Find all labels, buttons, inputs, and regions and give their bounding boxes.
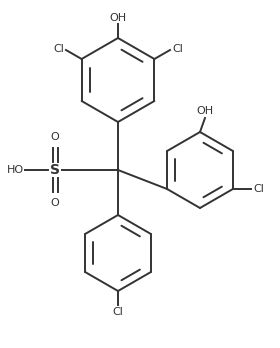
Text: S: S [50,163,60,177]
Text: Cl: Cl [53,44,64,54]
Text: O: O [51,132,59,142]
Text: OH: OH [197,106,214,116]
Text: HO: HO [7,165,24,175]
Text: OH: OH [109,13,127,23]
Text: Cl: Cl [113,307,123,317]
Text: Cl: Cl [253,184,264,194]
Text: O: O [51,198,59,208]
Text: Cl: Cl [172,44,183,54]
